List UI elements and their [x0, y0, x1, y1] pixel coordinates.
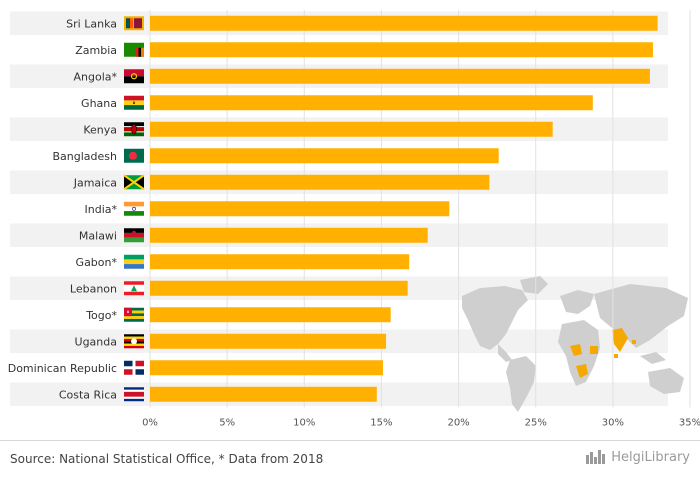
- category-label: Malawi: [79, 229, 117, 242]
- category-label: Jamaica: [73, 176, 117, 189]
- category-label: Ghana: [81, 97, 117, 110]
- dominican-republic-flag-icon: [124, 360, 144, 375]
- map-landmass: [640, 352, 666, 364]
- lebanon-flag-icon: [124, 281, 144, 296]
- category-label: India*: [85, 203, 118, 216]
- x-tick-label: 0%: [142, 418, 158, 429]
- uganda-flag-icon: [124, 334, 144, 349]
- bar-chart: Sri Lanka Zambia Angola* Ghana Kenya Banglade…: [8, 10, 700, 429]
- sri-lanka-flag-icon: [124, 16, 144, 31]
- map-highlight: [570, 344, 582, 356]
- bar: [150, 68, 650, 84]
- map-highlight: [576, 364, 588, 378]
- x-tick-label: 35%: [679, 418, 700, 429]
- bar: [150, 333, 387, 349]
- bar: [150, 95, 593, 111]
- angola-flag-icon: [124, 69, 144, 84]
- map-landmass: [594, 284, 688, 348]
- bar: [150, 254, 410, 270]
- map-highlight: [614, 354, 618, 358]
- bar: [150, 280, 408, 296]
- bar: [150, 307, 391, 323]
- kenya-flag-icon: [124, 122, 144, 137]
- bars: [150, 15, 658, 402]
- category-label: Zambia: [75, 44, 117, 57]
- bar: [150, 174, 490, 190]
- x-tick-label: 20%: [447, 418, 469, 429]
- category-label: Sri Lanka: [66, 17, 117, 30]
- brand-name: HelgiLibrary: [611, 449, 690, 465]
- bar: [150, 15, 658, 31]
- map-highlight: [590, 346, 598, 354]
- map-landmass: [560, 290, 594, 314]
- bangladesh-flag-icon: [124, 148, 144, 163]
- map-landmass: [648, 368, 684, 394]
- footer-divider: [0, 440, 700, 441]
- map-highlight: [632, 340, 636, 344]
- ghana-flag-icon: [124, 95, 144, 110]
- jamaica-flag-icon: [123, 174, 145, 191]
- category-label: Dominican Republic: [8, 362, 117, 375]
- map-landmass: [462, 286, 528, 350]
- bar: [150, 360, 383, 376]
- map-highlight: [612, 328, 628, 352]
- map-landmass: [498, 344, 512, 362]
- category-label: Costa Rica: [59, 388, 117, 401]
- bar: [150, 386, 377, 402]
- source-note: Source: National Statistical Office, * D…: [10, 452, 324, 466]
- x-tick-label: 10%: [293, 418, 315, 429]
- flags: [123, 16, 145, 402]
- brand-logo[interactable]: HelgiLibrary: [585, 449, 690, 465]
- costa-rica-flag-icon: [124, 387, 144, 402]
- bar: [150, 227, 428, 243]
- x-tick-label: 5%: [219, 418, 235, 429]
- category-label: Angola*: [73, 70, 117, 83]
- x-tick-label: 30%: [602, 418, 624, 429]
- category-labels: Sri Lanka Zambia Angola* Ghana Kenya Banglade…: [8, 17, 118, 401]
- zambia-flag-icon: [124, 42, 144, 57]
- x-tick-label: 25%: [525, 418, 547, 429]
- category-label: Gabon*: [76, 256, 118, 269]
- category-label: Togo*: [85, 309, 117, 322]
- bar: [150, 42, 653, 58]
- malawi-flag-icon: [124, 228, 144, 243]
- map-landmass: [506, 356, 536, 412]
- map-landmass: [520, 276, 548, 294]
- bar: [150, 148, 499, 164]
- india-flag-icon: [124, 201, 144, 216]
- bar: [150, 201, 450, 217]
- category-label: Uganda: [75, 335, 117, 348]
- helgi-library-logo-icon: [586, 450, 606, 464]
- togo-flag-icon: [124, 307, 144, 322]
- category-label: Bangladesh: [53, 150, 118, 163]
- x-axis-ticks: 0% 5% 10% 15% 20% 25% 30% 35%: [142, 418, 700, 429]
- category-label: Kenya: [83, 123, 117, 136]
- bar: [150, 121, 553, 137]
- gabon-flag-icon: [124, 254, 144, 269]
- x-tick-label: 15%: [370, 418, 392, 429]
- category-label: Lebanon: [70, 282, 117, 295]
- world-map-illustration: [462, 276, 688, 412]
